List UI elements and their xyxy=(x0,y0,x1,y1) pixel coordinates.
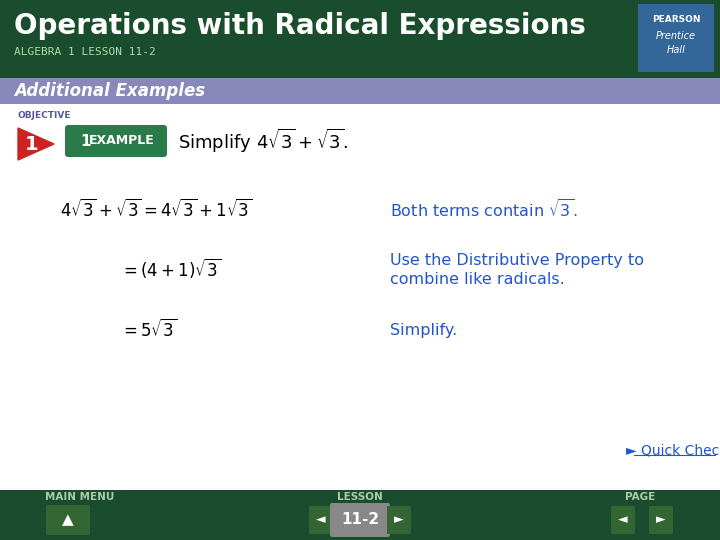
FancyBboxPatch shape xyxy=(611,506,635,534)
FancyBboxPatch shape xyxy=(0,78,720,104)
Text: Use the Distributive Property to: Use the Distributive Property to xyxy=(390,253,644,267)
Text: $= 5\sqrt{3}$: $= 5\sqrt{3}$ xyxy=(120,319,177,341)
Text: ◄: ◄ xyxy=(618,514,628,526)
Text: PAGE: PAGE xyxy=(625,492,655,502)
Text: $= (4 + 1)\sqrt{3}$: $= (4 + 1)\sqrt{3}$ xyxy=(120,256,221,280)
Text: $4\sqrt{3} + \sqrt{3} = 4\sqrt{3} + 1\sqrt{3}$: $4\sqrt{3} + \sqrt{3} = 4\sqrt{3} + 1\sq… xyxy=(60,199,253,221)
Text: Both terms contain $\sqrt{3}$.: Both terms contain $\sqrt{3}$. xyxy=(390,199,577,221)
Text: Simplify $4\sqrt{3} + \sqrt{3}$.: Simplify $4\sqrt{3} + \sqrt{3}$. xyxy=(178,127,348,155)
Text: OBJECTIVE: OBJECTIVE xyxy=(18,111,71,120)
Text: ALGEBRA 1 LESSON 11-2: ALGEBRA 1 LESSON 11-2 xyxy=(14,47,156,57)
FancyBboxPatch shape xyxy=(65,125,167,157)
Text: ►: ► xyxy=(656,514,666,526)
Text: Operations with Radical Expressions: Operations with Radical Expressions xyxy=(14,12,586,40)
FancyBboxPatch shape xyxy=(638,4,714,72)
FancyBboxPatch shape xyxy=(0,104,720,490)
Text: Hall: Hall xyxy=(667,45,685,55)
Polygon shape xyxy=(18,128,54,160)
Text: ◄: ◄ xyxy=(316,514,326,526)
Text: combine like radicals.: combine like radicals. xyxy=(390,273,564,287)
FancyBboxPatch shape xyxy=(309,506,333,534)
Text: 1: 1 xyxy=(25,134,39,153)
FancyBboxPatch shape xyxy=(46,505,90,535)
Text: EXAMPLE: EXAMPLE xyxy=(89,134,155,147)
Text: Simplify.: Simplify. xyxy=(390,322,457,338)
FancyBboxPatch shape xyxy=(387,506,411,534)
FancyBboxPatch shape xyxy=(0,490,720,540)
Text: 11-2: 11-2 xyxy=(341,512,379,528)
Text: Additional Examples: Additional Examples xyxy=(14,82,205,100)
FancyBboxPatch shape xyxy=(649,506,673,534)
FancyBboxPatch shape xyxy=(330,503,390,537)
FancyBboxPatch shape xyxy=(0,0,720,78)
Text: PEARSON: PEARSON xyxy=(652,16,701,24)
Text: 1: 1 xyxy=(81,133,91,148)
Text: ► Quick Check: ► Quick Check xyxy=(626,443,720,457)
Text: Prentice: Prentice xyxy=(656,31,696,41)
Text: LESSON: LESSON xyxy=(337,492,383,502)
Text: MAIN MENU: MAIN MENU xyxy=(45,492,114,502)
Text: ►: ► xyxy=(394,514,404,526)
Text: ▲: ▲ xyxy=(62,512,74,528)
